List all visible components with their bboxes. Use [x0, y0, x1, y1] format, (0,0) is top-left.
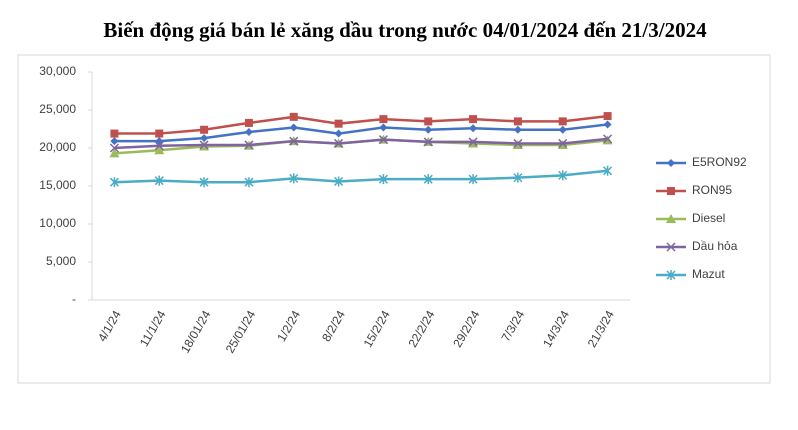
- marker: [603, 120, 612, 129]
- marker: [109, 143, 119, 153]
- marker: [199, 140, 209, 150]
- legend-label: Mazut: [692, 267, 725, 281]
- marker: [289, 136, 299, 146]
- marker: [603, 134, 613, 144]
- marker: [379, 123, 388, 132]
- legend-label: RON95: [692, 183, 732, 197]
- y-tick-label: 10,000: [39, 216, 76, 230]
- series-line: [114, 123, 608, 143]
- marker: [603, 112, 612, 121]
- chart-frame: [17, 54, 771, 384]
- marker: [378, 174, 388, 185]
- series-line: [114, 114, 608, 135]
- marker: [666, 214, 676, 223]
- y-tick-label: -: [72, 292, 76, 306]
- marker: [424, 125, 433, 134]
- marker: [155, 129, 164, 138]
- marker: [244, 140, 254, 150]
- marker: [558, 138, 568, 148]
- marker: [513, 117, 522, 126]
- marker: [558, 170, 568, 181]
- marker: [378, 135, 388, 145]
- marker: [666, 270, 676, 280]
- marker: [469, 124, 478, 133]
- marker: [558, 125, 567, 134]
- marker: [334, 129, 343, 138]
- marker: [423, 174, 433, 185]
- y-tick-label: 25,000: [39, 102, 76, 116]
- marker: [109, 148, 120, 158]
- marker: [199, 177, 209, 188]
- marker: [513, 138, 523, 148]
- marker: [513, 125, 522, 134]
- chart-title: Biến động giá bán lẻ xăng dầu trong nước…: [103, 18, 707, 42]
- marker: [424, 117, 433, 126]
- marker: [468, 174, 478, 185]
- marker: [154, 141, 164, 151]
- legend-label: Diesel: [692, 211, 725, 225]
- series-line: [114, 169, 608, 184]
- marker: [289, 123, 298, 132]
- legend-label: Dầu hỏa: [692, 239, 738, 253]
- marker: [244, 177, 254, 188]
- legend-label: E5RON92: [692, 155, 747, 169]
- marker: [154, 175, 164, 186]
- marker: [289, 112, 298, 121]
- series-line: [114, 137, 608, 150]
- marker: [200, 134, 209, 143]
- marker: [334, 176, 344, 187]
- marker: [334, 138, 344, 148]
- marker: [110, 137, 119, 146]
- marker: [666, 242, 676, 252]
- marker: [334, 119, 343, 128]
- marker: [603, 165, 613, 176]
- marker: [379, 115, 388, 124]
- marker: [667, 187, 675, 195]
- y-tick-label: 15,000: [39, 178, 76, 192]
- y-tick-label: 30,000: [39, 64, 76, 78]
- marker: [423, 137, 433, 147]
- marker: [110, 129, 119, 138]
- marker: [513, 172, 523, 183]
- marker: [244, 118, 253, 127]
- marker: [468, 137, 478, 147]
- marker: [667, 159, 675, 167]
- marker: [244, 128, 253, 137]
- marker: [200, 125, 209, 134]
- marker: [289, 173, 299, 184]
- marker: [109, 177, 119, 188]
- marker: [558, 117, 567, 126]
- marker: [469, 115, 478, 124]
- y-tick-label: 5,000: [46, 254, 76, 268]
- marker: [154, 145, 165, 155]
- y-tick-label: 20,000: [39, 140, 76, 154]
